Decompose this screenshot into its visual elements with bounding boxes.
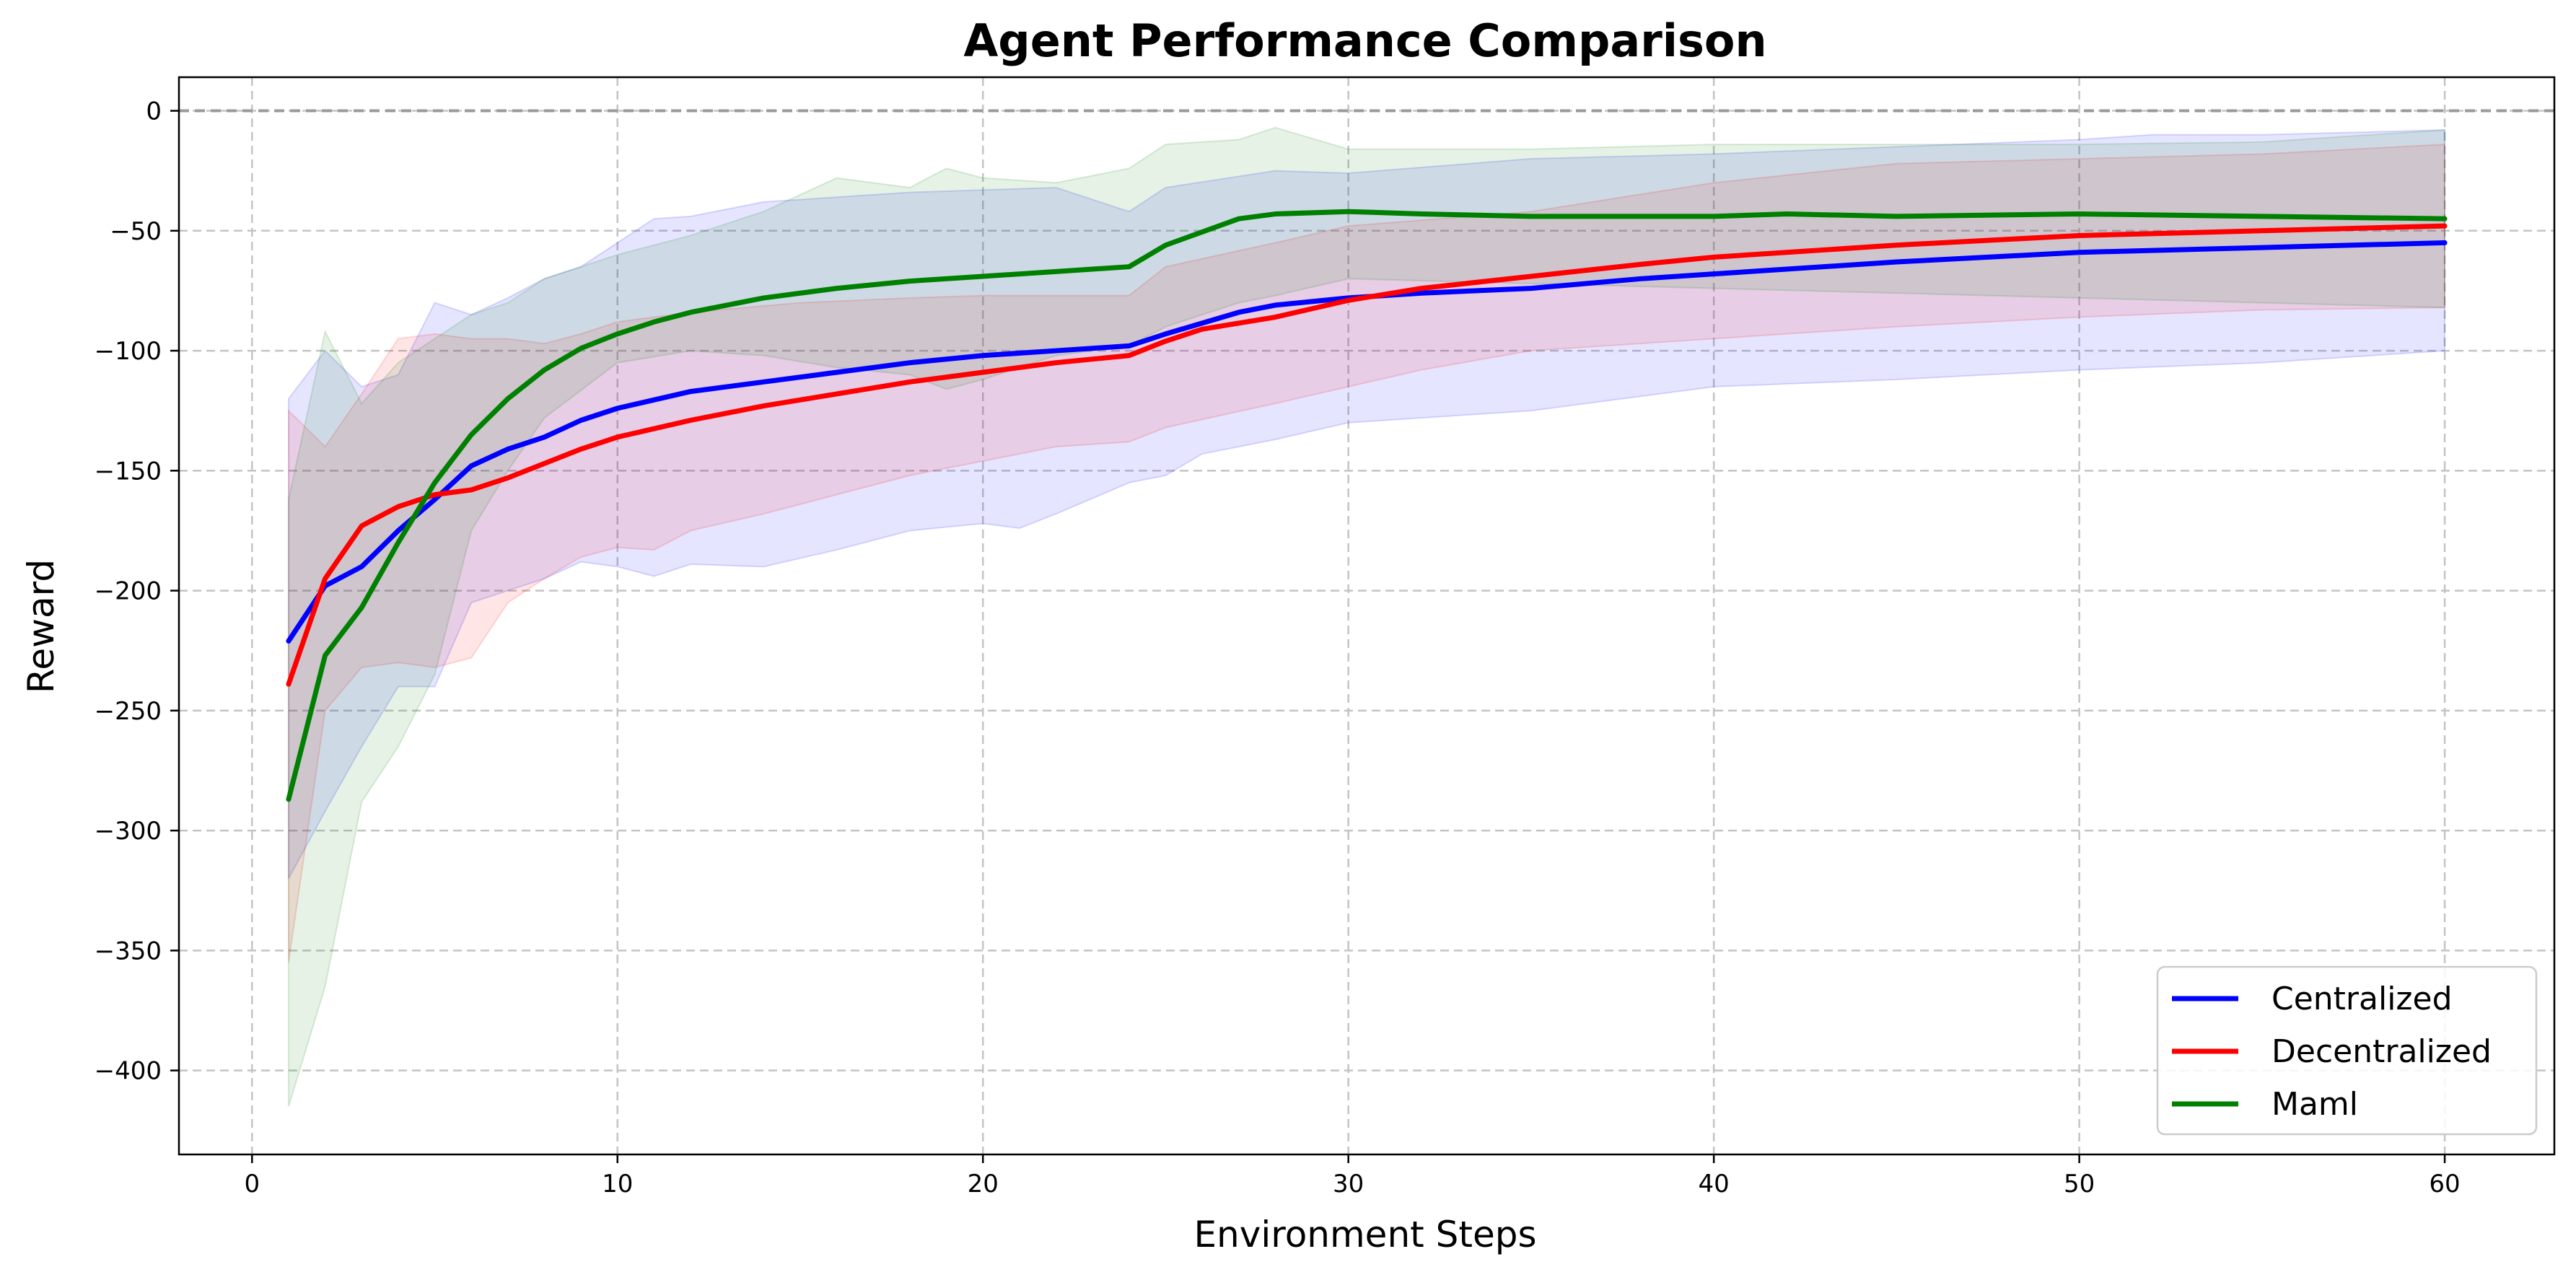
chart-title: Agent Performance Comparison xyxy=(963,14,1766,67)
confidence-bands xyxy=(287,126,2446,1107)
confidence-band xyxy=(287,129,2446,880)
confidence-band xyxy=(287,126,2446,1107)
grid-lines xyxy=(179,77,2554,1154)
x-axis-label: Environment Steps xyxy=(1193,1214,1536,1255)
series-line xyxy=(286,223,2448,687)
series-line xyxy=(286,209,2448,802)
x-axis-ticks: 0 10 20 30 40 50 60 xyxy=(244,1154,2461,1198)
y-tick-label: −200 xyxy=(95,577,162,606)
y-tick-label: 0 xyxy=(146,97,162,126)
x-tick-label: 30 xyxy=(1333,1170,1364,1198)
y-tick-label: −100 xyxy=(95,337,162,366)
confidence-band xyxy=(287,144,2446,963)
legend-label: Decentralized xyxy=(2271,1033,2492,1070)
legend-label: Centralized xyxy=(2271,981,2453,1017)
legend-label: Maml xyxy=(2271,1086,2358,1123)
x-tick-label: 60 xyxy=(2429,1170,2460,1198)
y-tick-label: −150 xyxy=(95,457,162,486)
y-tick-label: −250 xyxy=(95,697,162,726)
legend: Centralized Decentralized Maml xyxy=(2156,965,2538,1136)
y-axis-ticks: 0 −50 −100 −150 −200 −250 −300 −350 −400 xyxy=(95,97,179,1086)
y-tick-label: −350 xyxy=(95,937,162,965)
x-tick-label: 20 xyxy=(968,1170,999,1198)
y-tick-label: −400 xyxy=(95,1057,162,1086)
y-axis-label: Reward xyxy=(20,559,62,693)
series-lines xyxy=(286,209,2448,802)
x-tick-label: 40 xyxy=(1699,1170,1730,1198)
x-tick-label: 10 xyxy=(602,1170,633,1198)
x-tick-label: 50 xyxy=(2064,1170,2095,1198)
plot-frame xyxy=(178,76,2556,1156)
y-tick-label: −50 xyxy=(110,217,162,246)
x-tick-label: 0 xyxy=(244,1170,260,1198)
legend-box xyxy=(2156,965,2538,1136)
y-tick-label: −300 xyxy=(95,817,162,846)
series-line xyxy=(286,240,2448,644)
